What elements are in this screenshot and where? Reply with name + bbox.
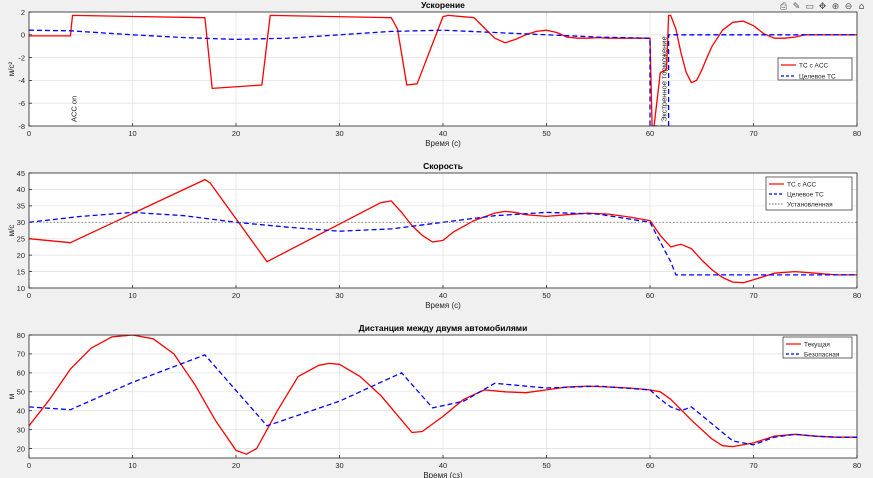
x-tick-label: 50 <box>542 461 550 470</box>
x-axis-label: Время (сз) <box>423 471 463 478</box>
save-icon[interactable]: ⎙ <box>779 1 788 12</box>
chart-panel-3: 0 10 20 30 40 50 60 70 80 20 30 40 50 60 70 80 Дистанция… <box>7 323 861 478</box>
y-tick-label: 60 <box>17 369 25 378</box>
legend-entry: Целевое ТС <box>799 74 836 81</box>
y-tick-label: -8 <box>18 122 25 131</box>
x-tick-label: 10 <box>128 291 136 300</box>
pan-icon[interactable]: ✥ <box>818 1 827 12</box>
x-tick-label: 30 <box>335 461 343 470</box>
x-tick-label: 0 <box>27 291 31 300</box>
x-tick-label: 30 <box>335 291 343 300</box>
series-line-1 <box>29 14 857 126</box>
series-line-2 <box>29 29 857 126</box>
x-tick-label: 40 <box>439 291 447 300</box>
x-tick-label: 30 <box>335 129 343 138</box>
x-tick-label: 0 <box>27 129 31 138</box>
x-tick-label: 10 <box>128 461 136 470</box>
y-axis-label: м/с <box>7 225 16 237</box>
y-tick-label: -4 <box>18 76 25 85</box>
x-tick-label: 10 <box>128 129 136 138</box>
x-tick-label: 40 <box>439 461 447 470</box>
series-line-1 <box>29 335 857 455</box>
chart-title: Скорость <box>423 161 463 171</box>
legend: ТС с ACC Целевое ТС Установленная <box>765 176 853 211</box>
legend-entry: Установленная <box>787 202 833 209</box>
x-tick-label: 20 <box>232 291 240 300</box>
y-tick-label: 40 <box>17 406 25 415</box>
series-line-2 <box>29 354 857 446</box>
y-tick-label: 40 <box>17 185 25 194</box>
home-icon[interactable]: ⌂ <box>858 1 865 12</box>
y-tick-label: 45 <box>17 169 25 178</box>
chart-panel-1: 0 10 20 30 40 50 60 70 80 -8 -6 -4 -2 0 2 ACC on Экстрен… <box>7 0 861 148</box>
zoom-out-icon[interactable]: ⊖ <box>844 1 853 12</box>
x-tick-label: 60 <box>646 461 654 470</box>
axes-box <box>28 172 858 289</box>
y-tick-label: 15 <box>17 267 25 276</box>
y-tick-label: 50 <box>17 388 25 397</box>
x-tick-label: 70 <box>749 461 757 470</box>
x-tick-label: 40 <box>439 129 447 138</box>
y-tick-label: 30 <box>17 218 25 227</box>
y-tick-label: 70 <box>17 350 25 359</box>
x-tick-label: 0 <box>27 461 31 470</box>
y-tick-label: 35 <box>17 202 25 211</box>
x-tick-label: 20 <box>232 461 240 470</box>
y-tick-label: 10 <box>17 284 25 293</box>
y-tick-label: 0 <box>21 31 25 40</box>
y-tick-label: 20 <box>17 251 25 260</box>
legend: ТС с ACC Целевое ТС <box>777 57 853 81</box>
x-tick-label: 50 <box>542 129 550 138</box>
chart-title: Ускорение <box>421 0 465 10</box>
x-tick-label: 80 <box>853 291 861 300</box>
x-tick-label: 70 <box>749 291 757 300</box>
edit-icon[interactable]: ✎ <box>792 1 801 12</box>
y-tick-label: 25 <box>17 235 25 244</box>
x-tick-label: 80 <box>853 129 861 138</box>
y-tick-label: 30 <box>17 425 25 434</box>
axes-box <box>28 11 858 127</box>
legend-box <box>782 336 853 359</box>
y-tick-label: -6 <box>18 99 25 108</box>
x-axis-label: Время (с) <box>425 139 461 148</box>
x-tick-label: 60 <box>646 291 654 300</box>
y-tick-label: 2 <box>21 8 25 17</box>
y-axis-label: м/с² <box>7 61 16 76</box>
legend-entry: Безопасная <box>804 352 840 359</box>
annotation-label: ACC on <box>69 96 78 122</box>
legend: Текущая Безопасная <box>782 336 853 359</box>
series-line-2 <box>29 211 857 276</box>
legend-box <box>777 57 853 81</box>
y-tick-label: 80 <box>17 331 25 340</box>
zoom-in-icon[interactable]: ⊕ <box>831 1 840 12</box>
axes-box <box>28 334 858 459</box>
chart-panel-2: 0 10 20 30 40 50 60 70 801015202530354045Скорост… <box>7 161 861 310</box>
brush-icon[interactable]: ▭ <box>805 1 814 12</box>
x-tick-label: 70 <box>749 129 757 138</box>
legend-entry: Целевое ТС <box>787 192 824 199</box>
x-tick-label: 50 <box>542 291 550 300</box>
legend-entry: ТС с ACC <box>799 63 829 70</box>
legend-entry: Текущая <box>804 342 830 349</box>
x-tick-label: 20 <box>232 129 240 138</box>
x-tick-label: 80 <box>853 461 861 470</box>
legend-entry: ТС с ACC <box>787 182 817 189</box>
y-axis-label: м <box>7 394 16 400</box>
x-axis-label: Время (с) <box>425 301 461 310</box>
y-tick-label: 20 <box>17 444 25 453</box>
annotation-label: Экстренное торможение <box>659 36 668 122</box>
series-line-1 <box>29 178 857 284</box>
x-tick-label: 60 <box>646 129 654 138</box>
chart-title: Дистанция между двумя автомобилями <box>359 323 528 333</box>
axes-toolbar: ⎙ ✎ ▭ ✥ ⊕ ⊖ ⌂ <box>778 1 867 13</box>
y-tick-label: -2 <box>18 53 25 62</box>
